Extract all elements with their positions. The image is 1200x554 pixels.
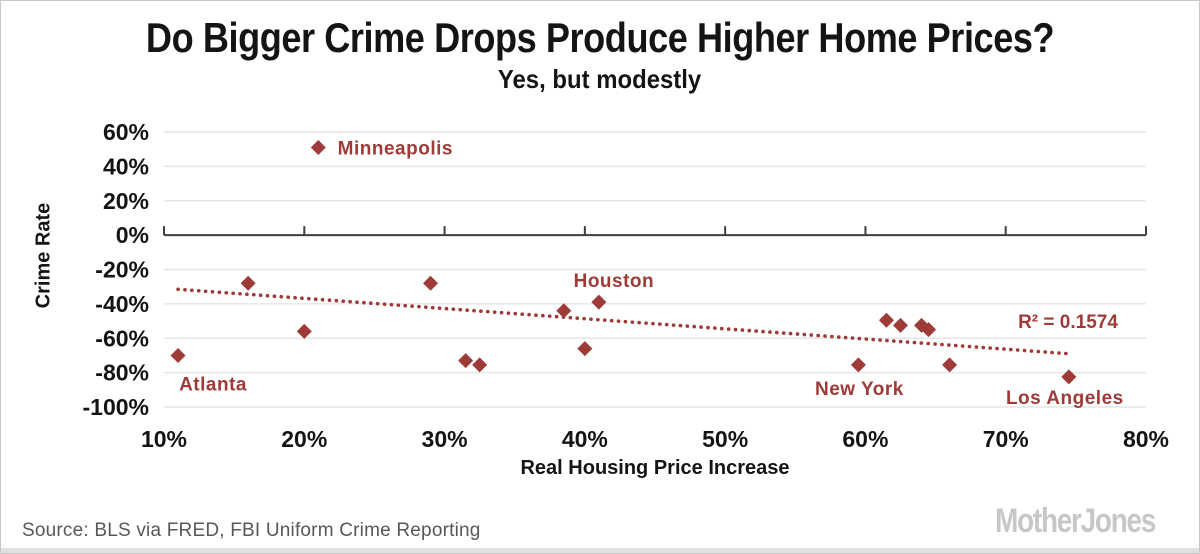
data-point-los-angeles bbox=[1061, 369, 1077, 385]
data-point-houston bbox=[591, 294, 607, 310]
data-point bbox=[458, 353, 474, 369]
y-tick-label: 60% bbox=[103, 119, 149, 145]
data-point bbox=[878, 312, 894, 328]
data-point bbox=[893, 317, 908, 333]
city-label-new-york: New York bbox=[815, 379, 904, 400]
y-tick-label: 20% bbox=[103, 188, 149, 214]
x-tick-label: 40% bbox=[562, 426, 608, 452]
x-tick-label: 60% bbox=[842, 426, 888, 452]
y-tick-label: -100% bbox=[83, 394, 149, 420]
trend-line bbox=[176, 287, 1071, 356]
x-axis-title: Real Housing Price Increase bbox=[520, 457, 790, 479]
x-tick-label: 70% bbox=[983, 426, 1029, 452]
data-point bbox=[240, 275, 256, 291]
data-point bbox=[577, 341, 593, 357]
data-point bbox=[423, 275, 439, 291]
chart-subtitle-text: Yes, but modestly bbox=[498, 64, 702, 94]
city-label-atlanta: Atlanta bbox=[179, 374, 247, 395]
y-tick-label: -80% bbox=[95, 360, 149, 386]
y-tick-label: -20% bbox=[95, 257, 149, 283]
data-point bbox=[296, 323, 312, 339]
x-tick-label: 80% bbox=[1123, 426, 1169, 452]
data-point-atlanta bbox=[170, 347, 186, 363]
x-tick-label: 50% bbox=[702, 426, 748, 452]
x-tick-label: 10% bbox=[141, 426, 187, 452]
data-point-new-york bbox=[850, 357, 866, 373]
chart-title: Do Bigger Crime Drops Produce Higher Hom… bbox=[1, 14, 1199, 62]
bottom-border-strip bbox=[1, 548, 1199, 553]
data-point bbox=[472, 357, 488, 373]
data-point bbox=[556, 303, 572, 319]
x-tick-label: 30% bbox=[422, 426, 468, 452]
city-label-los-angeles: Los Angeles bbox=[1006, 388, 1124, 409]
data-point bbox=[942, 357, 958, 373]
r-squared-annotation: R² = 0.1574 bbox=[1018, 312, 1118, 333]
y-tick-label: -40% bbox=[95, 291, 149, 317]
city-label-minneapolis: Minneapolis bbox=[338, 138, 453, 159]
data-point bbox=[921, 322, 937, 338]
y-tick-label: 0% bbox=[116, 222, 149, 248]
y-tick-label: 40% bbox=[103, 153, 149, 179]
chart-title-text: Do Bigger Crime Drops Produce Higher Hom… bbox=[145, 14, 1055, 61]
source-note: Source: BLS via FRED, FBI Uniform Crime … bbox=[22, 520, 481, 541]
mother-jones-logo: MotherJones bbox=[995, 502, 1156, 540]
y-tick-label: -60% bbox=[95, 325, 149, 351]
city-label-houston: Houston bbox=[574, 271, 655, 292]
data-point-minneapolis bbox=[310, 139, 326, 155]
x-tick-label: 20% bbox=[281, 426, 327, 452]
chart-subtitle: Yes, but modestly bbox=[1, 64, 1199, 95]
